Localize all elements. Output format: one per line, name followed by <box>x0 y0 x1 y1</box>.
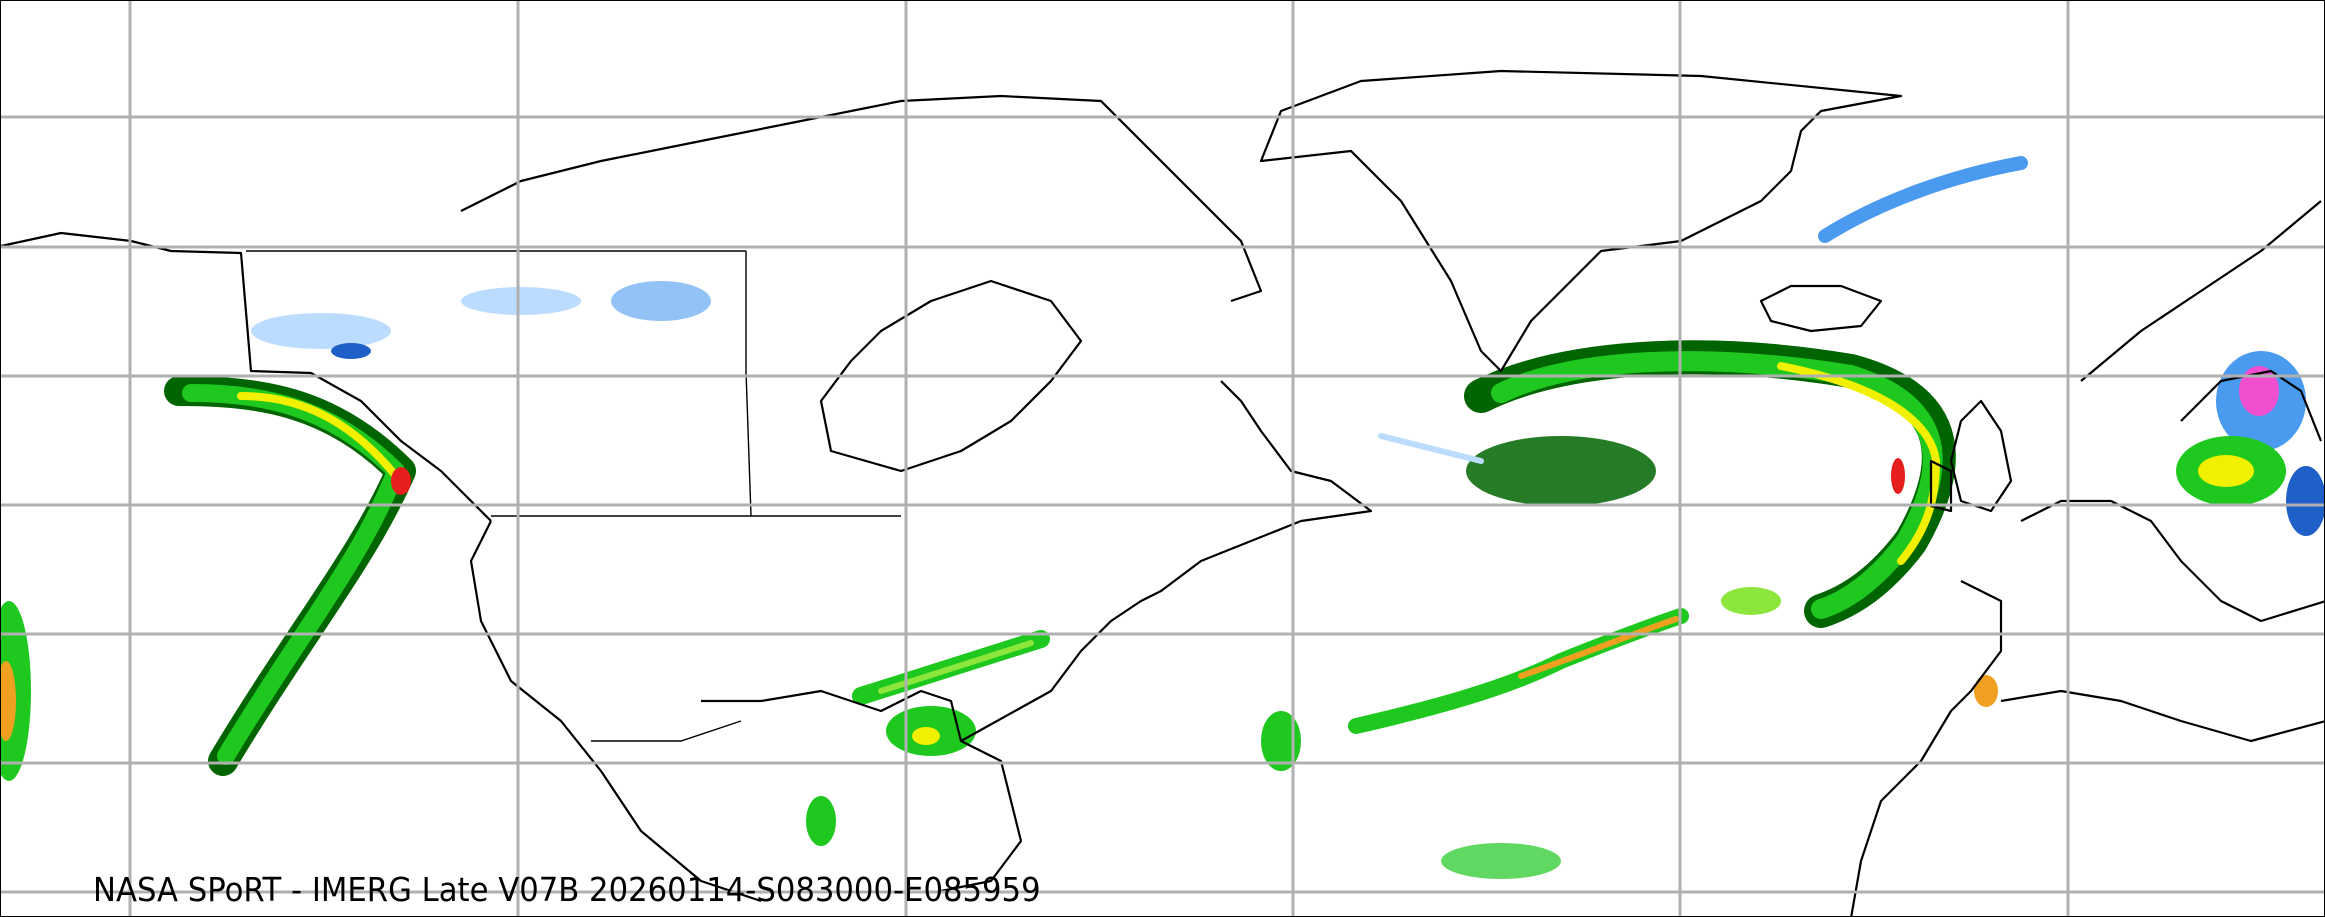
coast-north-america-west <box>469 520 762 903</box>
coast-gulf <box>701 689 1023 893</box>
precip-canada-blue-3 <box>611 281 711 321</box>
precip-blob-caribbean-2 <box>1441 843 1561 879</box>
precip-band-atlantic-arc-core <box>1491 351 1943 619</box>
precip-midatlantic-streak <box>1378 433 1484 464</box>
precip-canada-blue-2 <box>461 287 581 315</box>
precip-blob-west-core <box>1 661 16 741</box>
precip-canada-blue-1 <box>251 313 391 349</box>
precip-greenland-streak <box>1818 156 2028 243</box>
coast-east-us <box>960 380 1373 742</box>
coast-british-isles <box>1929 399 2013 513</box>
coast-alaska <box>1 231 492 522</box>
precip-canada-blue-4 <box>331 343 371 359</box>
coast-iceland <box>1759 284 1883 333</box>
precip-blob-caribbean-1 <box>1261 711 1301 771</box>
precip-heavy-bc <box>391 467 411 495</box>
precip-baltic-blue <box>2286 466 2324 536</box>
precip-blob-caribbean-3 <box>806 796 836 846</box>
coastline-layer <box>1 69 2324 916</box>
coast-greenland <box>1259 69 1903 373</box>
coast-arctic-islands <box>460 94 1263 303</box>
precip-band-atlantic-arc-heavy <box>1777 362 1940 565</box>
precip-blob-azores <box>1721 587 1781 615</box>
precip-scandinavia-heavy <box>2239 366 2279 416</box>
precip-iberia <box>1974 675 1998 707</box>
precip-band-se-us-core <box>878 640 1034 694</box>
coast-hudson-bay <box>819 279 1083 473</box>
border-us-canada <box>246 250 901 517</box>
precipitation-layer <box>1 156 2324 879</box>
coast-scandinavia <box>2080 200 2323 442</box>
precip-band-lower-atlantic-core <box>1518 616 1679 679</box>
precip-midatlantic-cluster <box>1466 436 1656 506</box>
border-us-mexico <box>591 720 742 742</box>
coast-africa <box>1850 689 2324 916</box>
precip-central-europe-core <box>2198 455 2254 487</box>
precip-heavy-atlantic <box>1891 458 1905 494</box>
coast-europe <box>1950 499 2324 712</box>
precip-gulf-core <box>912 727 940 745</box>
precip-band-pacific-heavy <box>237 392 400 480</box>
product-caption: NASA SPoRT - IMERG Late V07B 20260114-S0… <box>93 870 1041 909</box>
